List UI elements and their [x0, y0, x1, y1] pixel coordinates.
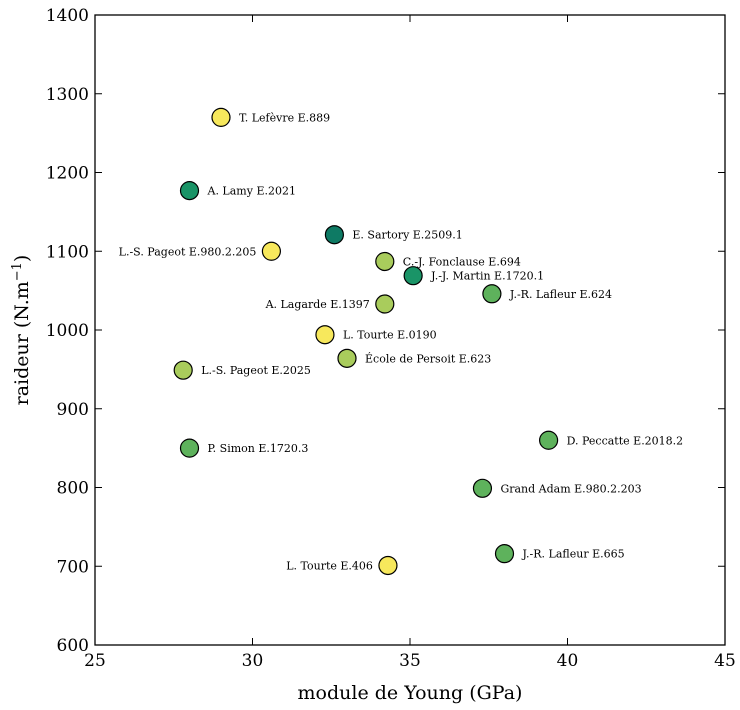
y-axis-label-exponent: −1 [10, 262, 25, 281]
y-tick-label: 1000 [46, 321, 89, 341]
y-axis-label-main: raideur (N.m [11, 281, 33, 405]
plot-frame [94, 14, 726, 646]
point-label: J.-J. Martin E.1720.1 [430, 270, 544, 283]
data-point [378, 555, 398, 576]
data-point [472, 478, 493, 498]
data-point [315, 325, 335, 345]
data-point [403, 266, 423, 286]
labels-layer: T. Lefèvre E.889 A. Lamy E.2021 E. Sartory… [119, 111, 684, 572]
y-axis-label-suffix: ) [11, 255, 33, 262]
point-label: Grand Adam E.980.2.203 [500, 482, 641, 495]
x-tick-label: 30 [242, 651, 264, 671]
y-tick-label: 600 [57, 636, 89, 656]
data-point [211, 107, 231, 127]
data-point [179, 438, 200, 458]
y-tick-label: 1300 [46, 85, 89, 105]
x-tick-label: 45 [714, 651, 736, 671]
y-tick-label: 700 [57, 557, 89, 577]
y-tick-label: 1400 [46, 6, 89, 26]
point-label: L. Tourte E.0190 [343, 329, 437, 342]
point-label: L.-S. Pageot E.980.2.205 [119, 245, 257, 258]
data-point [482, 284, 502, 304]
data-point [538, 430, 559, 450]
point-label: J.-R. Lafleur E.665 [522, 548, 625, 561]
point-label: A. Lagarde E.1397 [265, 298, 370, 311]
x-axis-label: module de Young (GPa) [298, 682, 523, 704]
point-label: J.-R. Lafleur E.624 [509, 288, 612, 301]
data-point [375, 294, 395, 314]
data-point [337, 348, 357, 368]
data-point [173, 360, 193, 380]
ticks-layer: 25 30 35 40 45 600 700 800 900 1000 1100 1200 1300 14… [46, 6, 736, 671]
data-point [375, 251, 395, 272]
x-tick-label: 25 [84, 651, 106, 671]
point-label: C.-J. Fonclause E.694 [403, 255, 521, 268]
point-label: D. Peccatte E.2018.2 [567, 434, 684, 447]
x-tick-label: 40 [557, 651, 579, 671]
data-point [261, 241, 281, 261]
y-tick-label: 900 [57, 400, 89, 420]
point-label: P. Simon E.1720.3 [208, 442, 309, 455]
point-label: L. Tourte E.406 [286, 559, 373, 572]
point-label: E. Sartory E.2509.1 [352, 229, 462, 242]
point-label: T. Lefèvre E.889 [239, 111, 330, 124]
data-point [494, 544, 515, 564]
y-tick-label: 1200 [46, 164, 89, 184]
data-point [179, 181, 200, 201]
x-tick-label: 35 [399, 651, 421, 671]
point-label: École de Persoit E.623 [365, 351, 491, 365]
y-tick-label: 1100 [46, 242, 89, 262]
y-tick-label: 800 [57, 479, 89, 499]
y-axis-label: raideur (N.m−1) [10, 255, 33, 406]
point-label: L.-S. Pageot E.2025 [201, 364, 311, 377]
point-label: A. Lamy E.2021 [207, 185, 296, 198]
points-layer [173, 107, 559, 576]
data-point [324, 225, 344, 245]
